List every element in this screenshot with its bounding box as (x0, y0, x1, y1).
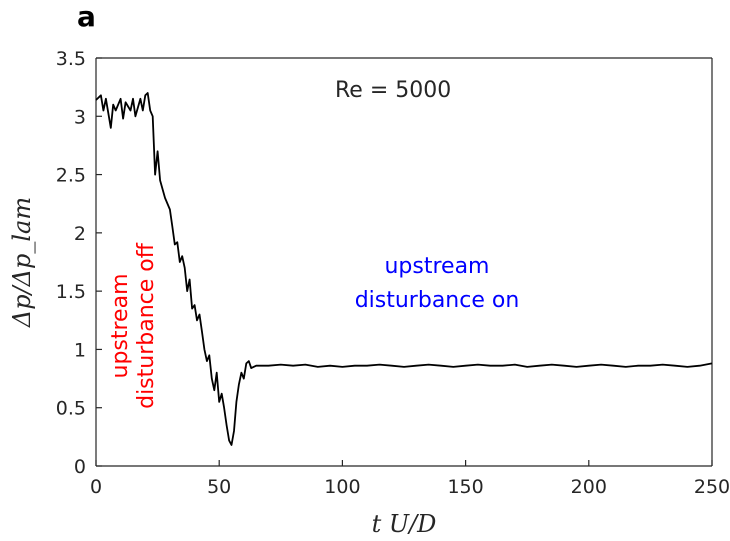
y-tick-label: 0.5 (56, 398, 86, 420)
plot-frame (95, 57, 713, 467)
y-tick-label: 2 (74, 223, 86, 245)
annotation-disturbance-off-line1: upstream (108, 273, 133, 378)
x-tick-label: 200 (571, 476, 607, 498)
annotation-reynolds: Re = 5000 (335, 78, 451, 103)
y-tick-label: 3 (74, 106, 86, 128)
y-tick-label: 0 (74, 456, 86, 478)
panel-letter: a (77, 0, 96, 33)
annotation-disturbance-on-line1: upstream (384, 254, 489, 279)
x-tick-label: 0 (90, 476, 102, 498)
annotation-disturbance-on-line2: disturbance on (355, 288, 520, 313)
y-tick-label: 2.5 (56, 165, 86, 187)
x-tick-label: 50 (207, 476, 231, 498)
annotation-disturbance-off-line2: disturbance off (134, 242, 159, 409)
series-line (95, 92, 713, 446)
x-tick-label: 250 (694, 476, 730, 498)
x-axis-label: t U/D (372, 510, 437, 538)
x-tick-label: 100 (324, 476, 360, 498)
y-axis-label: Δp/Δp_lam (8, 197, 36, 328)
y-axis-ticks: 0 0.5 1 1.5 2 2.5 3 3.5 (56, 48, 102, 478)
y-tick-label: 3.5 (56, 48, 86, 70)
y-tick-label: 1.5 (56, 281, 86, 303)
x-tick-label: 150 (447, 476, 483, 498)
x-axis-ticks: 0 50 100 150 200 250 (90, 460, 730, 498)
y-tick-label: 1 (74, 339, 86, 361)
